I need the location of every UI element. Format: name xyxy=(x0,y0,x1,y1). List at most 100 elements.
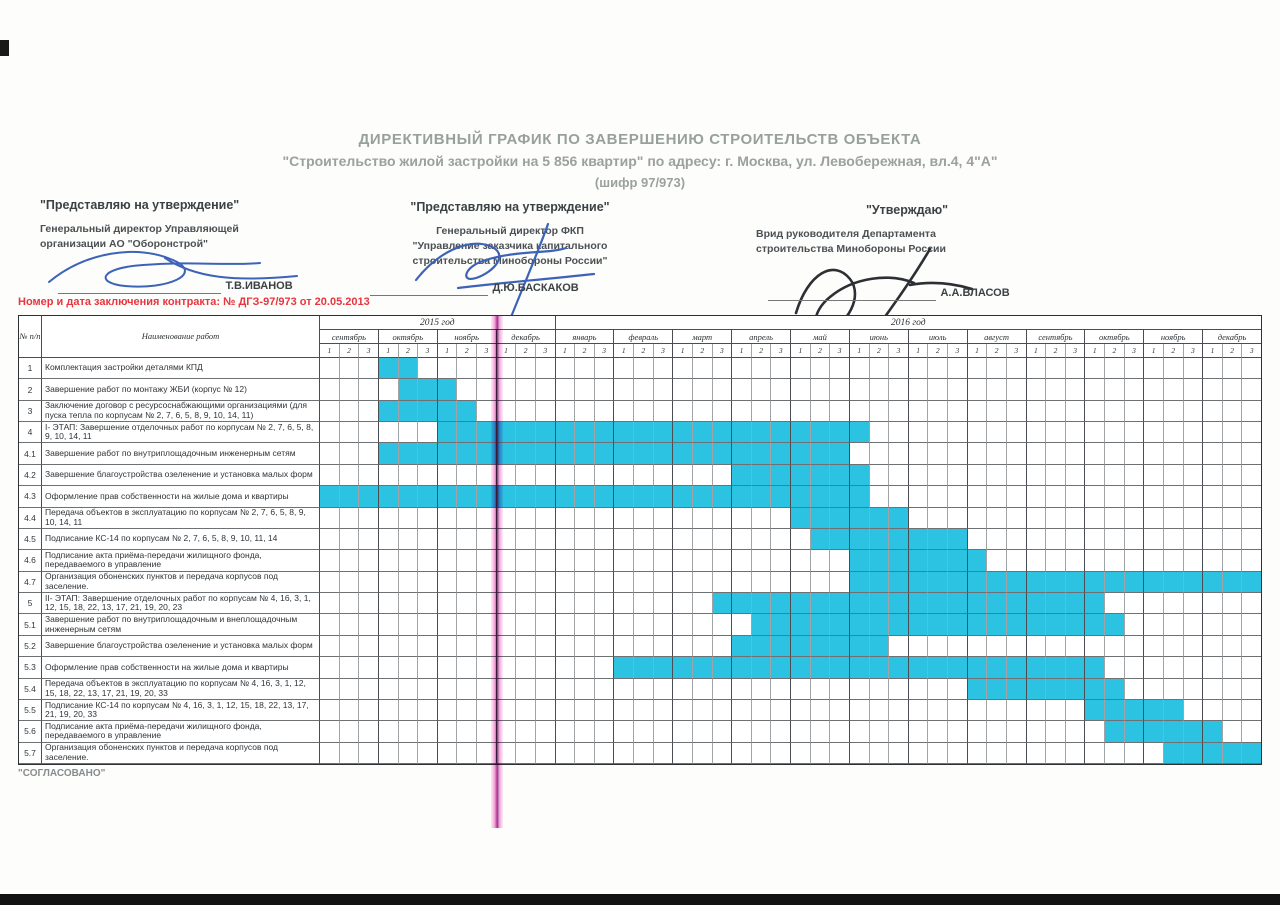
gantt-cell xyxy=(593,400,614,423)
gantt-bar-cell xyxy=(868,657,889,679)
gantt-cell xyxy=(534,400,555,423)
gantt-cell xyxy=(1202,635,1222,658)
header-decade: 1 xyxy=(672,344,692,358)
gantt-bar-cell xyxy=(515,422,535,444)
gantt-cell xyxy=(633,571,653,594)
gantt-cell xyxy=(770,742,790,764)
gantt-cell xyxy=(1123,486,1144,508)
gantt-bar-cell xyxy=(436,422,457,444)
gantt-cell xyxy=(947,379,967,401)
gantt-cell xyxy=(1202,507,1222,529)
gantt-bar-cell xyxy=(809,614,830,636)
gantt-cell xyxy=(554,358,575,380)
gantt-bar-cell xyxy=(1084,593,1104,615)
gantt-cell xyxy=(947,678,967,700)
gantt-cell xyxy=(476,635,496,658)
gantt-bar-cell xyxy=(613,657,633,679)
gantt-bar-cell xyxy=(613,443,633,465)
gantt-cell xyxy=(848,721,869,743)
gantt-cell xyxy=(1241,635,1261,658)
gantt-cell xyxy=(711,507,732,529)
row-number: 5.7 xyxy=(19,743,41,764)
header-decade: 3 xyxy=(593,344,614,358)
gantt-cell xyxy=(613,379,633,401)
row-number: 5.2 xyxy=(19,636,41,658)
gantt-bar-cell xyxy=(809,635,830,658)
header-decade: 2 xyxy=(397,344,418,358)
gantt-cell xyxy=(1182,528,1203,551)
gantt-bar-cell xyxy=(476,486,496,508)
gantt-cell xyxy=(476,657,496,679)
gantt-cell xyxy=(809,742,830,764)
approval-left-heading: "Представляю на утверждение" xyxy=(40,198,240,212)
header-decade: 3 xyxy=(652,344,673,358)
gantt-cell xyxy=(1005,464,1026,487)
gantt-cell xyxy=(1221,422,1242,444)
gantt-cell xyxy=(534,742,555,764)
gantt-bar-cell xyxy=(633,422,653,444)
gantt-cell xyxy=(731,721,751,743)
gantt-bar-cell xyxy=(456,400,476,423)
gantt-cell xyxy=(1084,422,1104,444)
gantt-bar-cell xyxy=(829,528,849,551)
gantt-cell xyxy=(1123,657,1144,679)
gantt-cell xyxy=(613,614,633,636)
gantt-bar-cell xyxy=(515,443,535,465)
gantt-bar-cell xyxy=(377,486,398,508)
gantt-cell xyxy=(377,464,398,487)
gantt-cell xyxy=(574,571,594,594)
gantt-cell xyxy=(554,379,575,401)
gantt-cell xyxy=(672,571,692,594)
gantt-bar-cell xyxy=(750,593,771,615)
gantt-cell xyxy=(1005,486,1026,508)
gantt-cell xyxy=(633,358,653,380)
gantt-cell xyxy=(534,464,555,487)
gantt-cell xyxy=(358,742,378,764)
gantt-bar-cell xyxy=(1084,678,1104,700)
gantt-cell xyxy=(947,721,967,743)
gantt-bar-cell xyxy=(829,507,849,529)
gantt-bar-cell xyxy=(731,635,751,658)
gantt-cell xyxy=(613,678,633,700)
gantt-cell xyxy=(574,379,594,401)
gantt-cell xyxy=(1182,422,1203,444)
gantt-cell xyxy=(927,635,947,658)
gantt-cell xyxy=(652,571,673,594)
gantt-bar-cell xyxy=(397,358,418,380)
gantt-cell xyxy=(633,550,653,572)
gantt-cell xyxy=(1143,422,1163,444)
gantt-cell xyxy=(456,742,476,764)
gantt-cell xyxy=(593,635,614,658)
gantt-cell xyxy=(1104,422,1124,444)
gantt-cell xyxy=(436,699,457,722)
gantt-bar-cell xyxy=(593,422,614,444)
gantt-cell xyxy=(436,464,457,487)
gantt-cell xyxy=(1025,742,1046,764)
gantt-bar-cell xyxy=(790,422,810,444)
gantt-bar-cell xyxy=(790,443,810,465)
gantt-cell xyxy=(1221,593,1242,615)
gantt-bar-cell xyxy=(574,486,594,508)
gantt-cell xyxy=(456,635,476,658)
gantt-cell xyxy=(711,721,732,743)
header-decade: 2 xyxy=(1045,344,1065,358)
gantt-cell xyxy=(534,593,555,615)
gantt-cell xyxy=(358,358,378,380)
gantt-cell xyxy=(1241,486,1261,508)
header-decade: 1 xyxy=(1202,344,1222,358)
gantt-cell xyxy=(417,358,437,380)
gantt-cell xyxy=(652,678,673,700)
gantt-cell xyxy=(1064,721,1085,743)
gantt-cell xyxy=(829,400,849,423)
gantt-cell xyxy=(377,742,398,764)
gantt-cell xyxy=(907,422,928,444)
gantt-cell xyxy=(515,507,535,529)
gantt-cell xyxy=(1104,657,1124,679)
gantt-bar-cell xyxy=(966,657,987,679)
gantt-cell xyxy=(750,742,771,764)
gantt-cell xyxy=(1143,614,1163,636)
gantt-cell xyxy=(1241,614,1261,636)
gantt-cell xyxy=(1221,657,1242,679)
gantt-cell xyxy=(1025,528,1046,551)
gantt-cell xyxy=(436,657,457,679)
